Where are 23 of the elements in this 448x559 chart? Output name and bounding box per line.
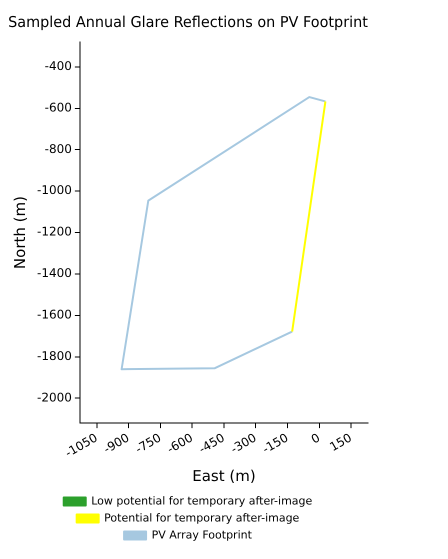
y-tick-label: -1200 — [36, 224, 72, 239]
legend-label: Low potential for temporary after-image — [91, 494, 313, 508]
y-tick-label: -800 — [44, 142, 72, 156]
legend-label: Potential for temporary after-image — [104, 511, 300, 524]
legend-label: PV Array Footprint — [152, 528, 253, 542]
y-tick-label: -2000 — [36, 390, 72, 404]
x-tick-label: -600 — [164, 430, 196, 456]
x-tick-label: -900 — [101, 430, 132, 456]
x-tick-label: -300 — [228, 430, 259, 456]
x-tick-label: 150 — [327, 430, 354, 454]
y-axis-title: North (m) — [10, 196, 29, 270]
y-tick-label: -1600 — [36, 308, 72, 322]
x-tick-label: -150 — [260, 430, 291, 456]
y-tick-label: -1000 — [36, 183, 72, 198]
y-tick-label: -1800 — [36, 348, 72, 363]
x-tick-label: -750 — [132, 430, 164, 456]
chart-title: Sampled Annual Glare Reflections on PV Footprint — [8, 14, 368, 31]
x-tick-label: -450 — [196, 430, 227, 456]
y-tick-label: -400 — [44, 58, 72, 73]
x-tick-label: 0 — [308, 430, 322, 446]
x-axis-title: East (m) — [192, 466, 256, 485]
y-tick-label: -600 — [44, 100, 72, 114]
y-tick-label: -1400 — [36, 266, 72, 280]
